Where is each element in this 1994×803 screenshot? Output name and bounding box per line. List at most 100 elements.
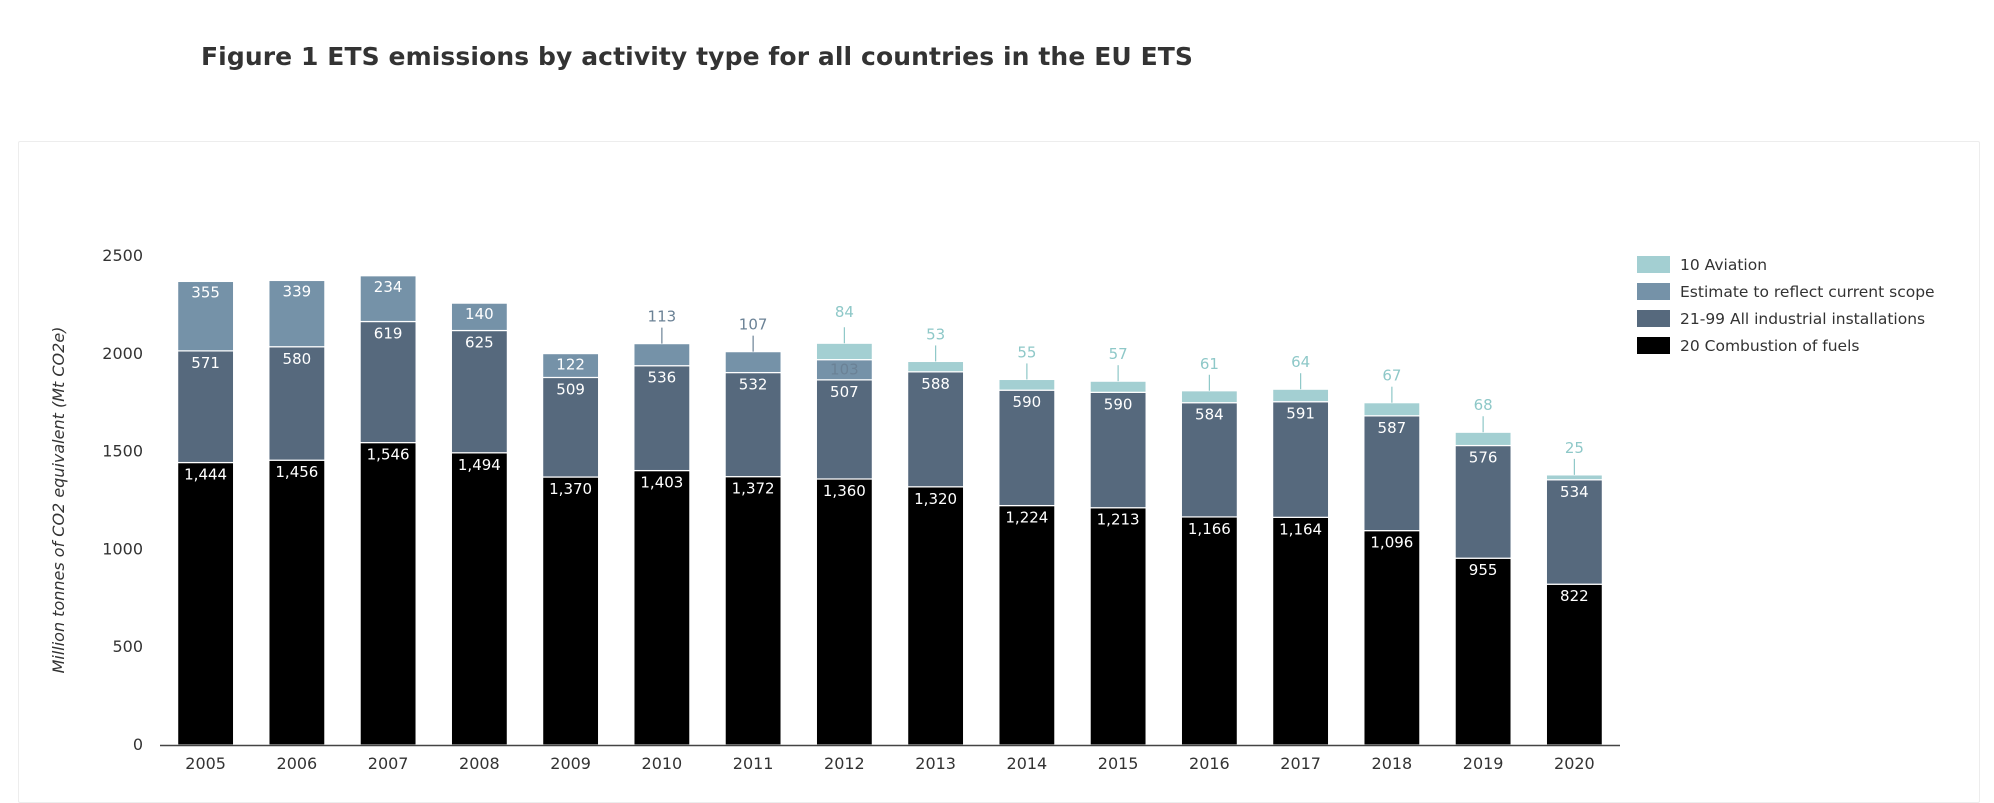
bar-stack-2015: 1,213 590 57 [1089, 345, 1147, 746]
data-label-combustion: 955 [1469, 561, 1498, 579]
legend-label: 10 Aviation [1680, 256, 1767, 274]
data-label-estimate: 234 [374, 278, 403, 296]
x-tick-label: 2012 [824, 754, 865, 773]
bar-estimate [542, 353, 600, 379]
data-label-aviation: 67 [1382, 367, 1401, 385]
x-axis: 2005 2006 2007 2008 2009 2010 2011 2012 2013 2014… [160, 744, 1620, 773]
bar-combustion [815, 478, 873, 746]
bar-stack-2014: 1,224 590 55 [998, 343, 1056, 746]
bar-stack-2006: 1,456 580 339 [268, 279, 326, 746]
x-tick-label: 2009 [550, 754, 591, 773]
bar-aviation [1089, 380, 1147, 393]
bar-combustion [998, 504, 1056, 746]
data-label-aviation: 61 [1200, 355, 1219, 373]
data-label-combustion: 1,096 [1370, 534, 1413, 552]
bar-estimate [450, 302, 508, 332]
data-label-industrial: 588 [921, 375, 950, 393]
bar-industrial [1363, 415, 1421, 532]
data-label-industrial: 576 [1469, 449, 1498, 467]
bar-industrial [1180, 402, 1238, 518]
data-label-aviation: 25 [1565, 439, 1584, 457]
data-label-aviation: 55 [1017, 343, 1036, 361]
legend-swatch [1637, 310, 1670, 327]
data-label-aviation: 84 [835, 303, 854, 321]
bar-aviation [1545, 474, 1603, 481]
y-tick-label: 2000 [102, 344, 143, 363]
x-tick-label: 2013 [915, 754, 956, 773]
bar-industrial [998, 389, 1056, 507]
bar-aviation [1454, 431, 1512, 447]
data-label-estimate: 107 [739, 316, 768, 334]
x-tick-label: 2019 [1463, 754, 1504, 773]
data-label-industrial: 536 [648, 369, 677, 387]
legend-item-estimate: Estimate to reflect current scope [1637, 283, 1935, 301]
legend-swatch [1637, 283, 1670, 300]
legend-label: 21-99 All industrial installations [1680, 310, 1925, 328]
data-label-industrial: 507 [830, 383, 859, 401]
bar-industrial [268, 346, 326, 461]
data-label-estimate: 339 [283, 282, 312, 300]
bar-aviation [1272, 388, 1330, 403]
x-tick-label: 2011 [733, 754, 774, 773]
data-label-combustion: 1,166 [1188, 520, 1231, 538]
legend-item-industrial: 21-99 All industrial installations [1637, 310, 1925, 328]
bar-combustion [268, 459, 326, 746]
data-label-aviation: 53 [926, 325, 945, 343]
data-label-industrial: 571 [191, 354, 220, 372]
bar-combustion [1454, 557, 1512, 746]
bar-combustion [177, 461, 235, 746]
data-label-combustion: 822 [1560, 587, 1589, 605]
bar-combustion [1089, 507, 1147, 746]
y-axis-title: Million tonnes of CO2 equivalent (Mt CO2… [49, 327, 68, 674]
bar-stack-2016: 1,166 584 61 [1180, 355, 1238, 746]
y-tick-label: 0 [133, 735, 143, 754]
data-label-industrial: 580 [283, 350, 312, 368]
data-label-industrial: 625 [465, 334, 494, 352]
y-tick-label: 2500 [102, 246, 143, 265]
data-label-industrial: 590 [1104, 395, 1133, 413]
bar-aviation [998, 378, 1056, 391]
bar-estimate [724, 351, 782, 374]
legend-swatch [1637, 337, 1670, 354]
data-label-combustion: 1,546 [367, 446, 410, 464]
legend-item-aviation: 10 Aviation [1637, 256, 1767, 274]
bar-stack-2020: 822 534 25 [1545, 439, 1603, 746]
bar-combustion [1272, 516, 1330, 746]
data-label-industrial: 509 [556, 380, 585, 398]
data-label-aviation: 68 [1474, 396, 1493, 414]
data-label-combustion: 1,360 [823, 482, 866, 500]
data-label-industrial: 534 [1560, 483, 1589, 501]
data-label-combustion: 1,224 [1005, 509, 1048, 527]
bar-stack-2008: 1,494 625 140 [450, 302, 508, 746]
bar-estimate [268, 279, 326, 348]
chart-title: Figure 1 ETS emissions by activity type … [200, 42, 1194, 71]
x-tick-label: 2016 [1189, 754, 1230, 773]
x-tick-label: 2008 [459, 754, 500, 773]
data-label-industrial: 584 [1195, 406, 1224, 424]
legend-label: Estimate to reflect current scope [1680, 283, 1935, 301]
bar-aviation [1363, 402, 1421, 417]
x-tick-label: 2006 [277, 754, 318, 773]
data-label-industrial: 590 [1013, 393, 1042, 411]
x-tick-label: 2017 [1280, 754, 1321, 773]
x-tick-label: 2007 [368, 754, 409, 773]
data-label-combustion: 1,372 [732, 480, 775, 498]
bar-combustion [1363, 530, 1421, 746]
bar-industrial [1089, 391, 1147, 509]
data-label-aviation: 64 [1291, 353, 1310, 371]
bar-estimate [177, 280, 235, 352]
data-label-combustion: 1,164 [1279, 520, 1322, 538]
x-tick-label: 2014 [1007, 754, 1048, 773]
y-tick-label: 1500 [102, 442, 143, 461]
x-tick-label: 2005 [185, 754, 226, 773]
data-label-industrial: 619 [374, 325, 403, 343]
bars: 1,444 571 355 1,456 580 339 1,546 619 234 1,494 62… [177, 275, 1603, 746]
data-label-combustion: 1,403 [640, 474, 683, 492]
bar-combustion [1180, 516, 1238, 746]
data-label-estimate: 103 [830, 361, 859, 379]
bar-combustion [542, 476, 600, 746]
bar-industrial [633, 365, 691, 472]
x-tick-label: 2015 [1098, 754, 1139, 773]
bar-stack-2019: 955 576 68 [1454, 396, 1512, 746]
